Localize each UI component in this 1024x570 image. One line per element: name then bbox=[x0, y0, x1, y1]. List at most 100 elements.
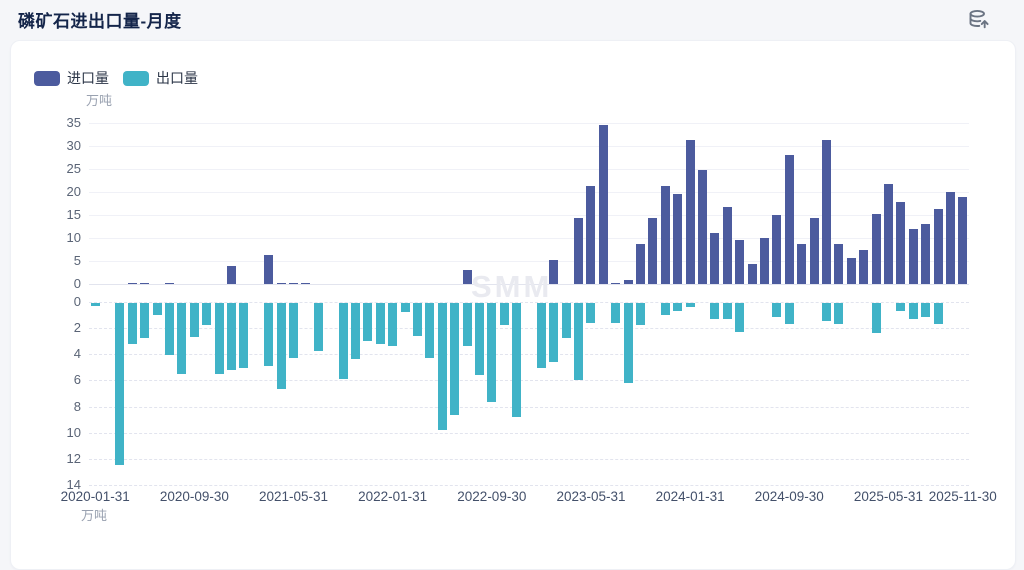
import-bar[interactable] bbox=[636, 244, 646, 284]
x-axis-label: 2024-09-30 bbox=[754, 489, 824, 504]
export-bar[interactable] bbox=[673, 303, 683, 311]
import-bar[interactable] bbox=[747, 264, 757, 284]
export-bar[interactable] bbox=[189, 303, 199, 337]
export-bar[interactable] bbox=[772, 303, 782, 318]
import-bar[interactable] bbox=[933, 209, 943, 284]
export-bar[interactable] bbox=[239, 303, 249, 369]
export-bar[interactable] bbox=[611, 303, 621, 323]
import-bar[interactable] bbox=[127, 283, 137, 284]
export-bar[interactable] bbox=[375, 303, 385, 344]
import-bar[interactable] bbox=[165, 283, 175, 284]
export-bar[interactable] bbox=[685, 303, 695, 307]
import-bar[interactable] bbox=[958, 196, 968, 284]
export-bar[interactable] bbox=[140, 303, 150, 339]
export-bar[interactable] bbox=[487, 303, 497, 403]
export-bar[interactable] bbox=[536, 303, 546, 369]
export-bar[interactable] bbox=[363, 303, 373, 341]
export-bar[interactable] bbox=[289, 303, 298, 358]
import-bar[interactable] bbox=[264, 255, 274, 284]
import-bar[interactable] bbox=[710, 232, 720, 284]
legend-item-imports[interactable]: 进口量 bbox=[34, 68, 109, 88]
export-bar[interactable] bbox=[90, 303, 100, 306]
export-bar[interactable] bbox=[412, 303, 422, 336]
export-bar[interactable] bbox=[400, 303, 410, 313]
import-bar[interactable] bbox=[871, 213, 881, 284]
import-bar[interactable] bbox=[586, 186, 596, 284]
import-bar[interactable] bbox=[809, 218, 819, 284]
import-bar[interactable] bbox=[859, 250, 869, 284]
export-bar[interactable] bbox=[549, 303, 559, 362]
import-bar[interactable] bbox=[908, 229, 918, 284]
import-bar[interactable] bbox=[921, 224, 931, 284]
export-bar[interactable] bbox=[821, 303, 831, 322]
export-bar[interactable] bbox=[474, 303, 484, 375]
export-bar[interactable] bbox=[735, 303, 745, 332]
export-bar[interactable] bbox=[499, 303, 509, 326]
import-bar[interactable] bbox=[462, 270, 472, 284]
import-bar[interactable] bbox=[648, 218, 658, 284]
export-bar[interactable] bbox=[933, 303, 943, 324]
export-bar[interactable] bbox=[388, 303, 398, 347]
export-bar[interactable] bbox=[313, 303, 323, 352]
import-bar[interactable] bbox=[289, 283, 298, 284]
import-bar[interactable] bbox=[301, 283, 311, 284]
export-bar[interactable] bbox=[586, 303, 596, 323]
import-bar[interactable] bbox=[797, 243, 807, 284]
export-bar[interactable] bbox=[871, 303, 881, 334]
export-bar[interactable] bbox=[512, 303, 522, 417]
export-bar[interactable] bbox=[425, 303, 435, 358]
export-bar[interactable] bbox=[127, 303, 137, 344]
import-bar[interactable] bbox=[772, 214, 782, 284]
import-bar[interactable] bbox=[623, 280, 633, 284]
export-bar[interactable] bbox=[165, 303, 175, 356]
export-bar[interactable] bbox=[276, 303, 286, 390]
export-bar[interactable] bbox=[264, 303, 274, 366]
export-bar[interactable] bbox=[152, 303, 162, 315]
import-bar[interactable] bbox=[834, 244, 844, 284]
import-bar[interactable] bbox=[276, 282, 286, 284]
export-bar[interactable] bbox=[722, 303, 732, 319]
import-bar[interactable] bbox=[722, 207, 732, 284]
export-bar[interactable] bbox=[214, 303, 224, 374]
export-data-button[interactable] bbox=[964, 5, 994, 35]
import-bar[interactable] bbox=[698, 170, 708, 284]
export-bar[interactable] bbox=[450, 303, 460, 416]
export-bar[interactable] bbox=[338, 303, 348, 379]
export-bar[interactable] bbox=[896, 303, 906, 311]
import-bar[interactable] bbox=[821, 140, 831, 284]
export-bar[interactable] bbox=[177, 303, 187, 374]
import-bar[interactable] bbox=[673, 194, 683, 284]
export-bar[interactable] bbox=[834, 303, 844, 324]
export-bar[interactable] bbox=[908, 303, 918, 319]
import-bar[interactable] bbox=[598, 124, 608, 284]
import-bar[interactable] bbox=[896, 201, 906, 284]
export-bar[interactable] bbox=[202, 303, 212, 326]
import-bar[interactable] bbox=[140, 283, 150, 284]
import-bar[interactable] bbox=[574, 217, 584, 284]
export-bar[interactable] bbox=[561, 303, 571, 339]
import-bar[interactable] bbox=[945, 192, 955, 284]
export-bar[interactable] bbox=[574, 303, 584, 381]
export-bar[interactable] bbox=[350, 303, 360, 360]
import-bar[interactable] bbox=[227, 266, 237, 284]
import-bar[interactable] bbox=[549, 260, 559, 284]
legend-item-exports[interactable]: 出口量 bbox=[123, 68, 198, 88]
export-bar[interactable] bbox=[710, 303, 720, 319]
export-bar[interactable] bbox=[437, 303, 447, 430]
import-bar[interactable] bbox=[660, 186, 670, 284]
import-bar[interactable] bbox=[759, 238, 769, 284]
import-bar[interactable] bbox=[611, 283, 621, 284]
export-bar[interactable] bbox=[636, 303, 646, 326]
export-bar[interactable] bbox=[227, 303, 237, 370]
export-bar[interactable] bbox=[623, 303, 633, 383]
import-bar[interactable] bbox=[846, 257, 856, 284]
export-bar[interactable] bbox=[115, 303, 125, 466]
export-bar[interactable] bbox=[462, 303, 472, 347]
import-bar[interactable] bbox=[883, 184, 893, 284]
export-bar[interactable] bbox=[660, 303, 670, 315]
import-bar[interactable] bbox=[685, 139, 695, 284]
export-bar[interactable] bbox=[784, 303, 794, 324]
import-bar[interactable] bbox=[735, 239, 745, 284]
export-bar[interactable] bbox=[921, 303, 931, 318]
import-bar[interactable] bbox=[784, 154, 794, 284]
